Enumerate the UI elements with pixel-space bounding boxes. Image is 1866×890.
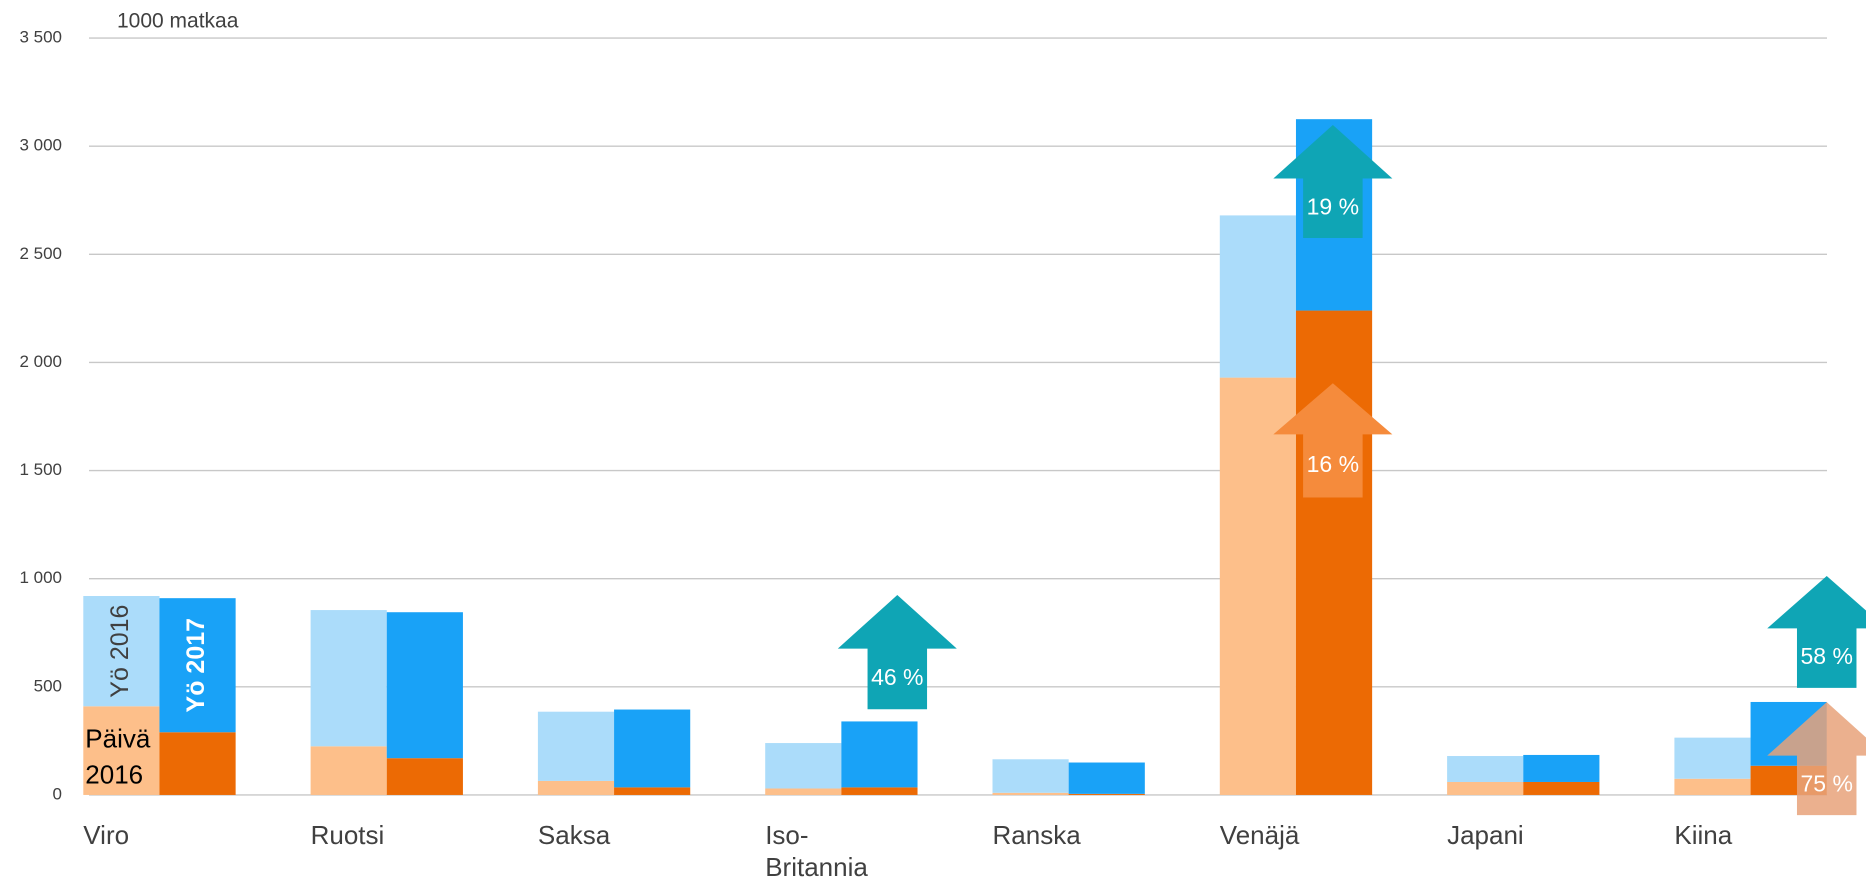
bar-segment <box>1219 215 1296 378</box>
annotation: 16 % <box>1307 451 1359 477</box>
x-tick-label: Iso-Britannia <box>765 819 868 882</box>
bar-segment <box>386 612 463 759</box>
bar-segment <box>159 598 236 733</box>
bar-segment <box>386 758 463 795</box>
annotation: 58 % <box>1801 643 1853 669</box>
bar-segment <box>310 746 387 795</box>
arrow <box>1273 124 1393 239</box>
y-tick-label: 2 000 <box>19 352 62 371</box>
annotation: 19 % <box>1307 193 1359 219</box>
bar-segment <box>1447 781 1524 795</box>
series-label: Päivä 2016 <box>85 723 151 789</box>
bar-segment <box>1068 762 1145 794</box>
x-tick-label: Venäjä <box>1219 819 1300 850</box>
bar-segment <box>614 787 691 795</box>
bar-segment <box>992 759 1069 793</box>
x-tick-label: Saksa <box>537 819 611 850</box>
y-axis-label: 1000 matkaa <box>117 10 239 33</box>
y-tick-label: 0 <box>53 784 62 803</box>
x-tick-label: Viro <box>83 819 130 850</box>
bar-segment <box>1219 377 1296 795</box>
annotation: 75 % <box>1801 771 1853 797</box>
bar-segment <box>992 792 1069 795</box>
bar-segment <box>1674 778 1751 795</box>
bar-segment <box>1447 756 1524 782</box>
x-tick-label: Ranska <box>992 819 1081 850</box>
bar-segment <box>1674 737 1751 779</box>
bar-segment <box>159 732 236 795</box>
bar-segment <box>83 706 160 795</box>
x-tick-label: Ruotsi <box>310 819 385 850</box>
y-tick-label: 2 500 <box>19 244 62 263</box>
bar-segment <box>537 711 615 781</box>
series-label: Yö 2017 <box>182 618 210 713</box>
bar-segment <box>765 788 842 795</box>
bar-segment <box>537 780 615 795</box>
y-tick-label: 1 500 <box>19 460 62 479</box>
y-tick-label: 3 500 <box>19 28 62 47</box>
bar-segment <box>841 721 918 788</box>
x-tick-label: Kiina <box>1674 819 1733 850</box>
x-tick-label: Japani <box>1447 819 1524 850</box>
y-tick-label: 3 000 <box>19 136 62 155</box>
bar-segment <box>614 709 691 788</box>
arrow <box>1767 702 1866 816</box>
bar-segment <box>1523 781 1600 795</box>
bar-segment <box>1068 793 1145 795</box>
arrow <box>837 595 957 710</box>
bar-segment <box>310 610 387 747</box>
series-label: Yö 2016 <box>106 605 134 698</box>
y-tick-label: 1 000 <box>19 568 62 587</box>
bar-segment <box>841 787 918 795</box>
bar-segment <box>1523 754 1600 782</box>
y-tick-label: 500 <box>34 676 62 695</box>
bar-segment <box>765 743 842 789</box>
annotation: 46 % <box>871 664 923 690</box>
arrow <box>1767 575 1866 688</box>
arrow <box>1273 383 1393 498</box>
bar-segment <box>83 596 160 707</box>
bar-segment <box>1295 310 1373 795</box>
